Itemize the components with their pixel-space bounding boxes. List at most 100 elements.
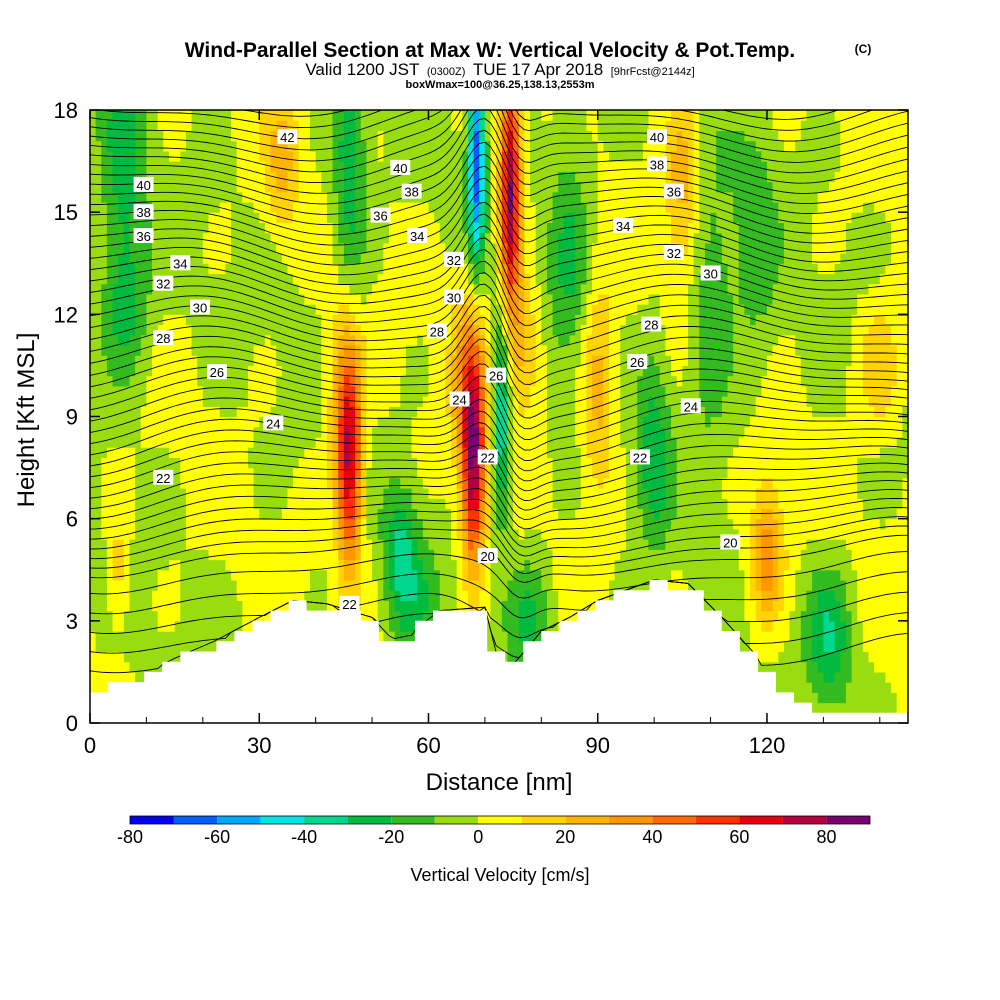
velocity-cell xyxy=(326,467,334,479)
velocity-cell xyxy=(95,161,102,172)
velocity-cell xyxy=(524,212,531,223)
velocity-cell xyxy=(530,406,537,418)
velocity-cell xyxy=(366,375,373,387)
velocity-cell xyxy=(304,120,311,132)
velocity-cell xyxy=(208,212,215,223)
velocity-cell xyxy=(372,161,379,172)
velocity-cell xyxy=(428,140,435,152)
velocity-cell xyxy=(338,110,345,121)
velocity-cell xyxy=(411,406,418,418)
velocity-cell xyxy=(377,304,384,315)
velocity-cell xyxy=(501,406,509,418)
velocity-cell xyxy=(129,508,136,520)
velocity-cell xyxy=(214,559,221,571)
velocity-cell xyxy=(366,110,373,121)
velocity-cell xyxy=(95,304,102,315)
velocity-cell xyxy=(236,304,243,315)
velocity-cell xyxy=(191,212,198,223)
velocity-cell xyxy=(264,365,272,377)
velocity-cell xyxy=(242,539,249,550)
velocity-cell xyxy=(242,396,249,407)
velocity-cell xyxy=(298,293,305,305)
velocity-cell xyxy=(310,457,317,469)
velocity-cell xyxy=(298,344,305,356)
velocity-cell xyxy=(400,324,407,336)
velocity-cell xyxy=(90,477,97,489)
velocity-cell xyxy=(152,549,159,561)
velocity-cell xyxy=(462,447,469,458)
velocity-cell xyxy=(106,232,114,244)
velocity-cell xyxy=(112,498,119,510)
velocity-cell xyxy=(118,631,125,642)
velocity-cell xyxy=(428,232,435,244)
velocity-cell xyxy=(168,120,176,132)
velocity-cell xyxy=(496,263,503,275)
velocity-cell xyxy=(541,191,548,203)
velocity-cell xyxy=(360,161,368,172)
velocity-cell xyxy=(541,273,548,285)
velocity-cell xyxy=(456,539,463,550)
velocity-cell xyxy=(366,385,373,397)
velocity-cell xyxy=(496,620,503,632)
velocity-cell xyxy=(541,447,548,458)
velocity-cell xyxy=(490,498,497,510)
velocity-cell xyxy=(231,396,238,407)
velocity-cell xyxy=(541,539,548,550)
velocity-cell xyxy=(332,263,339,275)
velocity-cell xyxy=(321,191,328,203)
velocity-cell xyxy=(298,140,305,152)
velocity-cell xyxy=(394,518,401,530)
velocity-cell xyxy=(123,508,131,520)
velocity-cell xyxy=(332,140,339,152)
velocity-cell xyxy=(462,436,469,448)
velocity-cell xyxy=(180,631,187,642)
velocity-cell xyxy=(180,559,187,571)
velocity-cell xyxy=(388,600,396,612)
velocity-cell xyxy=(197,110,204,121)
velocity-cell xyxy=(405,569,413,581)
velocity-cell xyxy=(197,528,204,540)
velocity-cell xyxy=(180,385,187,397)
velocity-cell xyxy=(484,324,492,336)
velocity-cell xyxy=(225,436,232,448)
velocity-cell xyxy=(315,569,322,581)
velocity-cell xyxy=(338,150,345,162)
velocity-cell xyxy=(434,375,441,387)
velocity-cell xyxy=(264,518,272,530)
velocity-cell xyxy=(287,436,294,448)
velocity-cell xyxy=(180,498,187,510)
velocity-cell xyxy=(214,314,221,326)
velocity-cell xyxy=(332,467,339,479)
velocity-cell xyxy=(253,130,260,142)
velocity-cell xyxy=(118,232,125,244)
velocity-cell xyxy=(168,130,176,142)
velocity-cell xyxy=(462,150,469,162)
velocity-cell xyxy=(298,161,305,172)
velocity-cell xyxy=(372,488,379,499)
velocity-cell xyxy=(202,549,210,561)
velocity-cell xyxy=(372,539,379,550)
velocity-cell xyxy=(253,171,260,183)
velocity-cell xyxy=(349,528,356,540)
velocity-cell xyxy=(152,631,159,642)
velocity-cell xyxy=(287,253,294,264)
velocity-cell xyxy=(180,528,187,540)
velocity-cell xyxy=(101,406,108,418)
velocity-cell xyxy=(270,569,277,581)
velocity-cell xyxy=(95,171,102,183)
velocity-cell xyxy=(405,559,413,571)
velocity-cell xyxy=(118,579,125,591)
velocity-cell xyxy=(112,140,119,152)
velocity-cell xyxy=(326,201,334,213)
velocity-cell xyxy=(405,355,413,367)
velocity-cell xyxy=(428,406,435,418)
velocity-cell xyxy=(439,508,447,520)
velocity-cell xyxy=(411,426,418,438)
velocity-cell xyxy=(281,559,289,571)
velocity-cell xyxy=(434,232,441,244)
velocity-cell xyxy=(530,344,537,356)
velocity-cell xyxy=(259,447,266,458)
velocity-cell xyxy=(219,304,226,315)
velocity-cell xyxy=(394,406,401,418)
velocity-cell xyxy=(135,641,142,653)
